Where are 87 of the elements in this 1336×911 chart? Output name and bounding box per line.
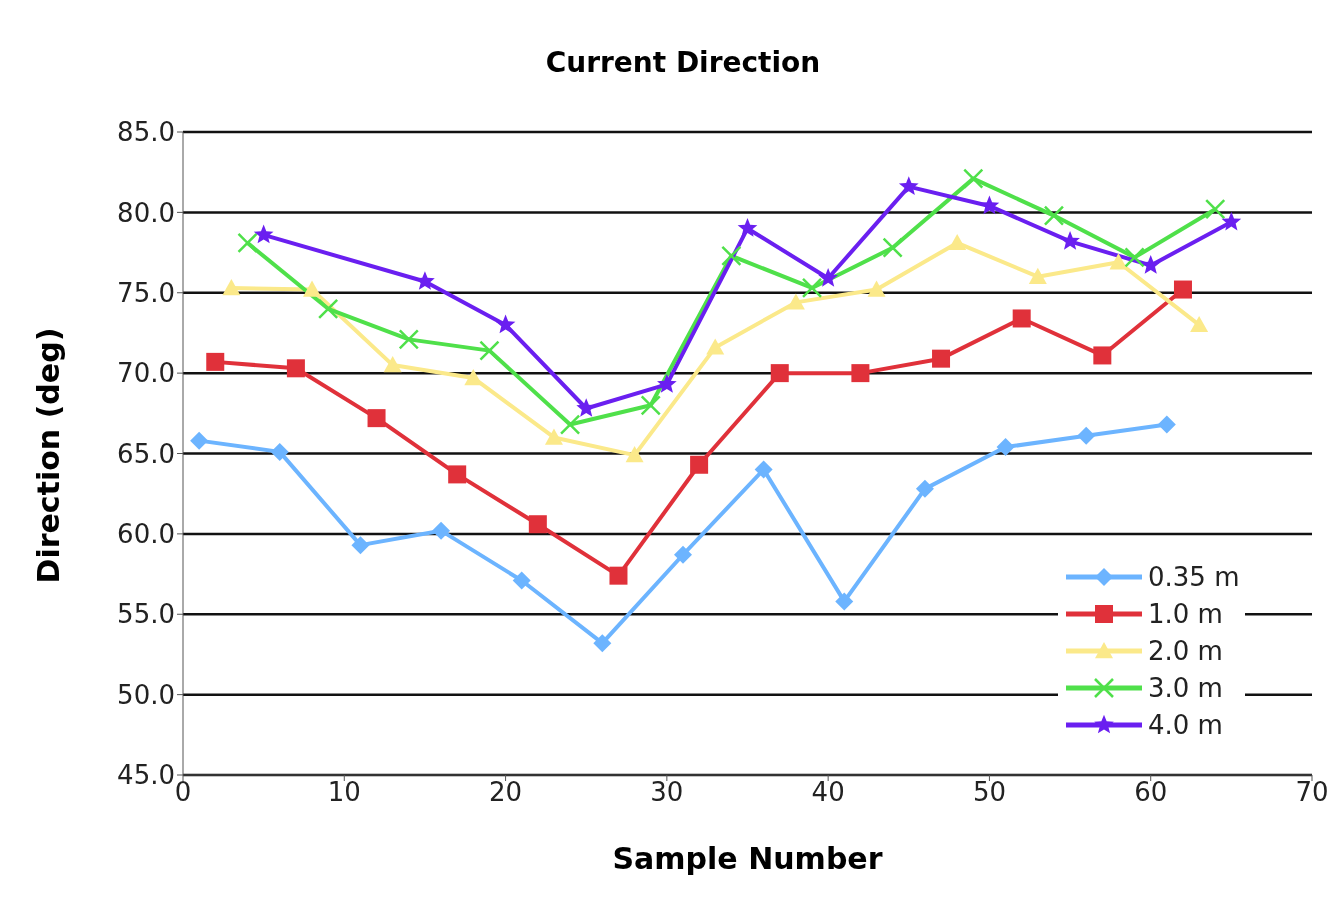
point [1028, 267, 1047, 284]
x-tick-label: 20 [489, 777, 523, 808]
legend-label: 2.0 m [1148, 635, 1223, 666]
x-axis-title: Sample Number [612, 841, 883, 876]
legend-label: 1.0 m [1148, 598, 1223, 629]
point [625, 446, 644, 463]
point [640, 395, 661, 416]
point [448, 465, 467, 484]
point [754, 460, 773, 479]
point [963, 168, 984, 189]
point [398, 329, 420, 350]
chart-title: Current Direction [544, 46, 822, 79]
point [528, 515, 547, 534]
point [190, 431, 209, 450]
point [544, 428, 563, 445]
x-tick-label: 40 [811, 777, 845, 808]
point [317, 298, 339, 320]
point [690, 455, 709, 474]
point [1221, 211, 1242, 231]
point [1157, 415, 1176, 434]
point [915, 479, 934, 498]
point [721, 245, 742, 267]
point [1077, 426, 1096, 445]
point [253, 224, 274, 244]
point [673, 545, 692, 564]
x-tick-label: 10 [327, 777, 361, 808]
y-tick-label: 70.0 [117, 358, 175, 389]
point [835, 592, 854, 611]
point [979, 195, 1000, 215]
point [351, 536, 370, 555]
x-tick-label: 0 [174, 777, 192, 808]
point [512, 571, 531, 590]
y-tick-label: 45.0 [117, 760, 175, 791]
legend-label: 4.0 m [1148, 709, 1223, 740]
point [786, 293, 805, 310]
point [706, 338, 725, 355]
point [818, 267, 838, 287]
point [1012, 309, 1031, 328]
point [657, 374, 677, 393]
point [464, 368, 483, 386]
point [479, 340, 500, 361]
legend-label: 0.35 m [1148, 561, 1240, 592]
point [495, 314, 516, 334]
point [948, 233, 967, 251]
point [367, 409, 386, 428]
point [383, 356, 402, 373]
point [737, 218, 758, 237]
point [286, 359, 305, 378]
point [898, 176, 919, 196]
y-tick-label: 80.0 [117, 197, 175, 228]
point [1043, 205, 1065, 226]
point [996, 438, 1015, 457]
point [867, 280, 886, 297]
point [237, 232, 258, 254]
point [432, 521, 451, 540]
point [222, 278, 241, 296]
y-tick-label: 75.0 [117, 277, 175, 308]
point [1060, 230, 1080, 250]
point [882, 237, 903, 258]
point [593, 634, 612, 653]
point [1140, 255, 1161, 274]
point [559, 414, 581, 435]
point [932, 349, 951, 368]
x-tick-label: 50 [972, 777, 1006, 808]
x-tick-label: 30 [650, 777, 684, 808]
x-tick-label: 70 [1295, 777, 1329, 808]
point [1093, 346, 1112, 365]
y-tick-label: 55.0 [117, 599, 175, 630]
legend-label: 3.0 m [1148, 672, 1223, 703]
y-tick-label: 60.0 [117, 519, 175, 550]
point [801, 277, 823, 299]
point [1190, 315, 1209, 333]
point [303, 280, 322, 297]
y-tick-label: 65.0 [117, 438, 175, 469]
point [1173, 280, 1192, 299]
point [270, 442, 289, 461]
y-axis-title: Direction (deg) [30, 327, 66, 584]
point [609, 566, 628, 585]
point [1204, 198, 1226, 220]
point [415, 271, 435, 290]
y-tick-label: 50.0 [117, 679, 175, 710]
point [1124, 247, 1145, 268]
point [770, 364, 789, 383]
y-tick-label: 85.0 [117, 117, 175, 148]
point [206, 352, 225, 371]
x-tick-label: 60 [1134, 777, 1168, 808]
point [851, 364, 870, 383]
